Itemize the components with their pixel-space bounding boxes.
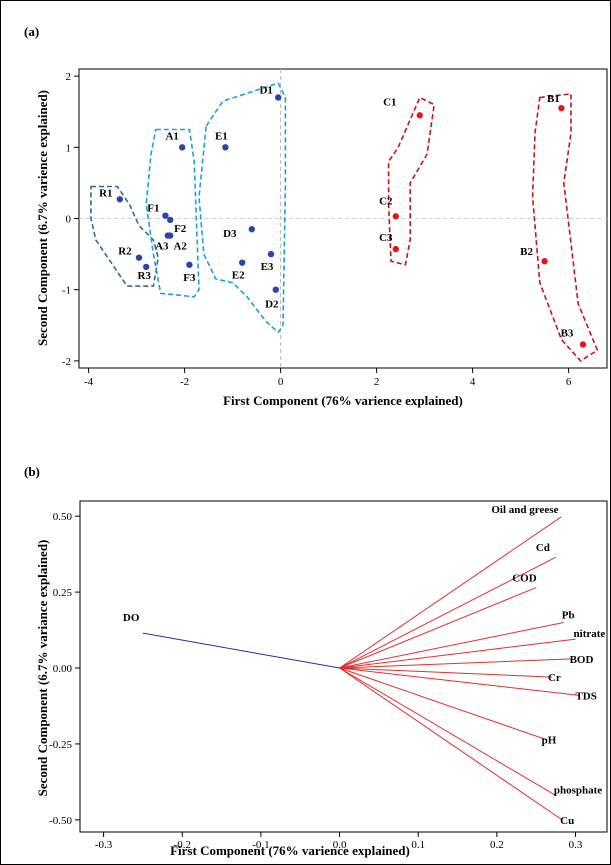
point-label-d2: D2 <box>265 299 279 311</box>
point-d2 <box>272 286 279 293</box>
point-label-f1: F1 <box>147 203 159 215</box>
point-label-c1: C1 <box>383 96 396 108</box>
point-d1 <box>275 94 282 101</box>
x-tick-label: 0 <box>278 376 284 388</box>
y-tick-label: -1 <box>62 285 71 297</box>
point-e3 <box>267 250 275 258</box>
point-label-d1: D1 <box>259 84 272 96</box>
plot-a-ticks: -4 -2 0 2 4 6 -2 -1 0 1 2 <box>62 71 572 388</box>
point-a2 <box>167 232 174 239</box>
plot-a-xlabel: First Component (76% varience explained) <box>223 393 463 408</box>
score-plot: (a) R1 R2 R3 A1 F1 F2 A3 A2 F3 E1 D1 D3 E2 E3 D2 C1 C2 C3… <box>24 24 608 408</box>
reference-lines <box>79 69 607 368</box>
point-label-e2: E2 <box>232 270 245 282</box>
plot-a-ylabel: Second Component (6.7% varience explaine… <box>35 90 50 346</box>
point-label-c3: C3 <box>379 232 393 244</box>
point-f1 <box>162 212 169 219</box>
point-d3 <box>248 225 255 233</box>
point-c3 <box>392 245 399 253</box>
point-label-r2: R2 <box>118 246 132 258</box>
point-label-a3: A3 <box>155 241 169 253</box>
point-label-a2: A2 <box>173 241 187 253</box>
y-tick-label: 0 <box>66 214 72 226</box>
point-label-b3: B3 <box>561 328 574 340</box>
point-r3 <box>143 263 150 271</box>
point-label-e3: E3 <box>261 261 274 273</box>
point-label-r1: R1 <box>99 187 112 199</box>
point-r1 <box>116 196 124 203</box>
point-f3 <box>186 261 193 268</box>
point-label-a1: A1 <box>165 130 178 142</box>
point-b2 <box>541 258 548 265</box>
point-label-d3: D3 <box>223 228 237 240</box>
point-label-e1: E1 <box>215 130 228 142</box>
point-c1 <box>416 112 423 119</box>
point-label-c2: C2 <box>379 195 393 207</box>
group-outline-3 <box>198 82 287 334</box>
point-label-b2: B2 <box>520 246 533 258</box>
point-r2 <box>135 254 143 261</box>
group-outline-4 <box>387 96 436 266</box>
panel-a-label: (a) <box>24 24 39 39</box>
point-f2 <box>167 216 174 224</box>
x-tick-label: 6 <box>566 376 572 388</box>
y-tick-label: 2 <box>66 71 72 83</box>
point-e2 <box>239 259 246 266</box>
point-label-r3: R3 <box>137 270 151 282</box>
x-tick-label: -4 <box>84 376 94 388</box>
point-c2 <box>392 213 399 220</box>
point-b3 <box>579 341 587 348</box>
x-tick-label: 4 <box>470 376 476 388</box>
group-outline-2 <box>145 128 200 298</box>
score-points: R1 R2 R3 A1 F1 F2 A3 A2 F3 E1 D1 D3 E2 E3 D2 C1 C2 C3 B1 B2… <box>99 84 587 348</box>
point-b1 <box>558 104 565 112</box>
x-tick-label: -2 <box>180 376 189 388</box>
y-tick-label: -2 <box>62 356 71 368</box>
point-label-b1: B1 <box>547 93 560 105</box>
group-outline-1 <box>90 185 159 287</box>
group-outline-5 <box>531 93 599 362</box>
group-outlines <box>90 82 599 362</box>
point-e1 <box>222 144 229 151</box>
point-label-f3: F3 <box>183 272 196 284</box>
point-label-f2: F2 <box>174 223 187 235</box>
x-tick-label: 2 <box>374 376 380 388</box>
y-tick-label: 1 <box>66 142 72 154</box>
point-a1 <box>179 144 186 151</box>
